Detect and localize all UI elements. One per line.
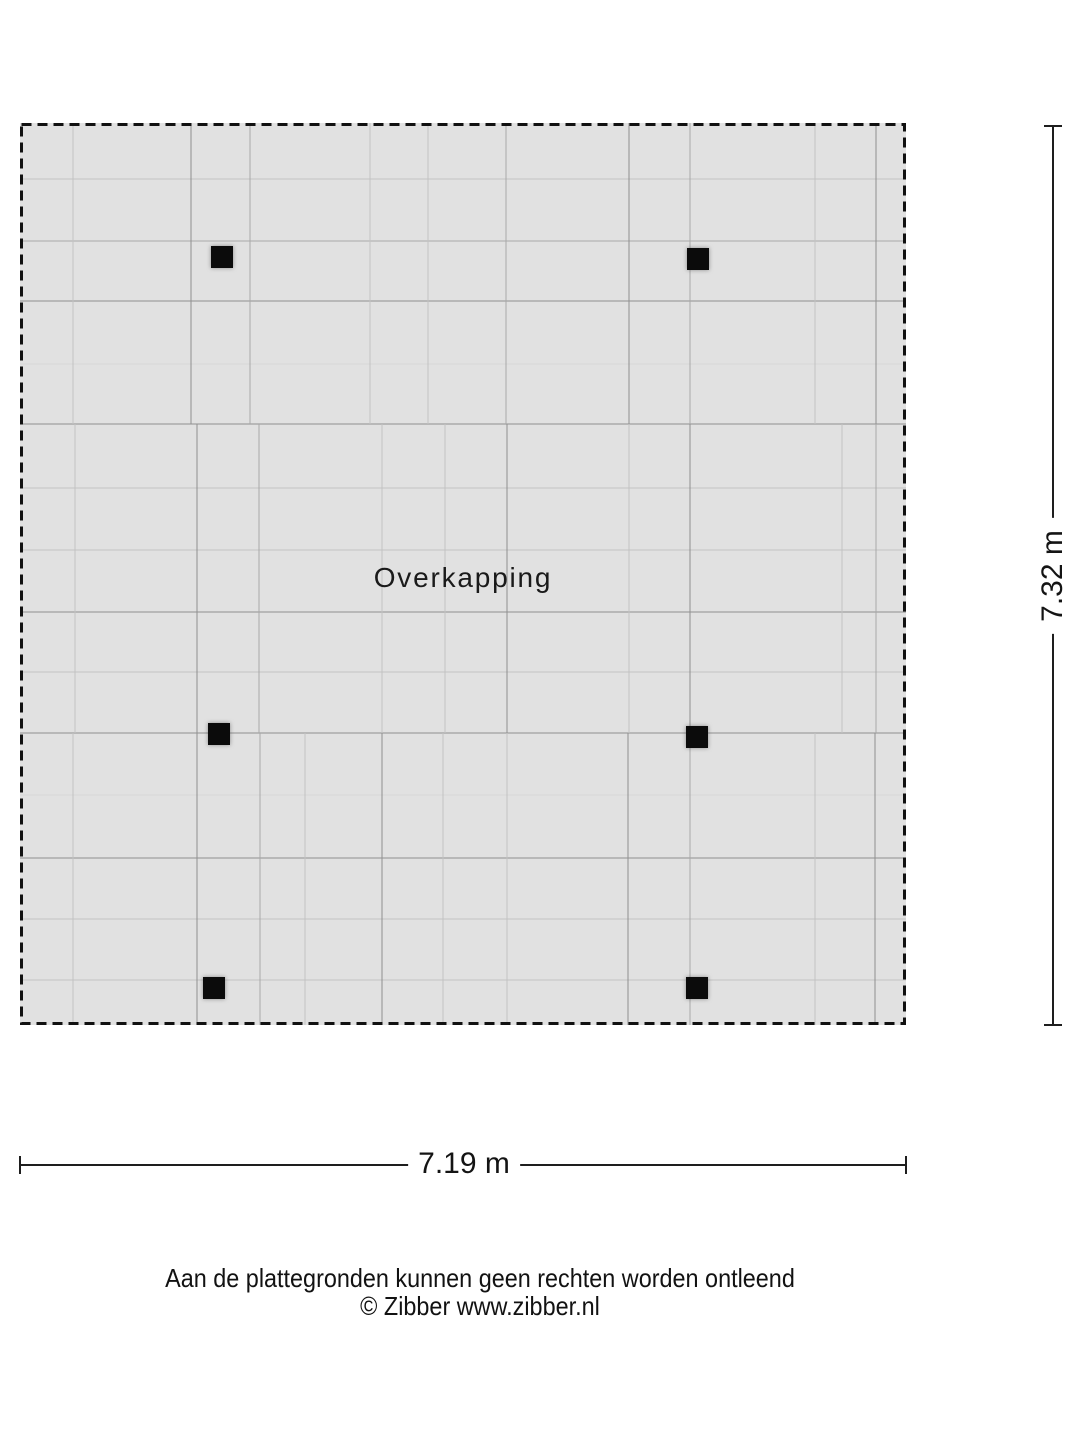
post-marker — [211, 246, 233, 268]
height-dimension-cap-bottom — [1044, 1024, 1062, 1026]
width-dimension-cap-left — [19, 1156, 21, 1174]
height-dimension-label: 7.32 m — [1033, 518, 1073, 634]
width-dimension-cap-right — [905, 1156, 907, 1174]
post-marker — [203, 977, 225, 999]
post-marker — [687, 248, 709, 270]
plan-dashed-border — [20, 123, 906, 1025]
plan-floor — [20, 123, 906, 1025]
room-label: Overkapping — [373, 562, 553, 593]
post-marker — [686, 726, 708, 748]
post-marker — [686, 977, 708, 999]
width-dimension-label: 7.19 m — [408, 1146, 520, 1182]
height-dimension-cap-top — [1044, 125, 1062, 127]
copyright-text: © Zibber www.zibber.nl — [360, 1291, 600, 1321]
plan-area — [20, 123, 906, 1025]
post-marker — [208, 723, 230, 745]
disclaimer-text: Aan de plattegronden kunnen geen rechten… — [165, 1263, 795, 1293]
footer-disclaimer: Aan de plattegronden kunnen geen rechten… — [48, 1264, 912, 1320]
